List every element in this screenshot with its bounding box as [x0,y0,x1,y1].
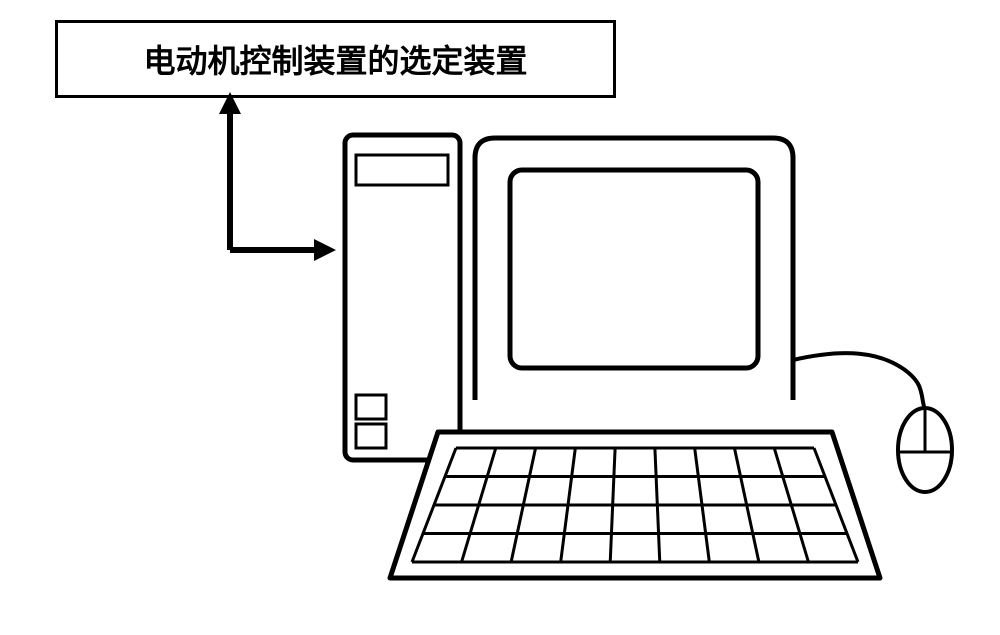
diagram-svg [0,0,1000,635]
diagram-canvas: 电动机控制装置的选定装置 [0,0,1000,635]
